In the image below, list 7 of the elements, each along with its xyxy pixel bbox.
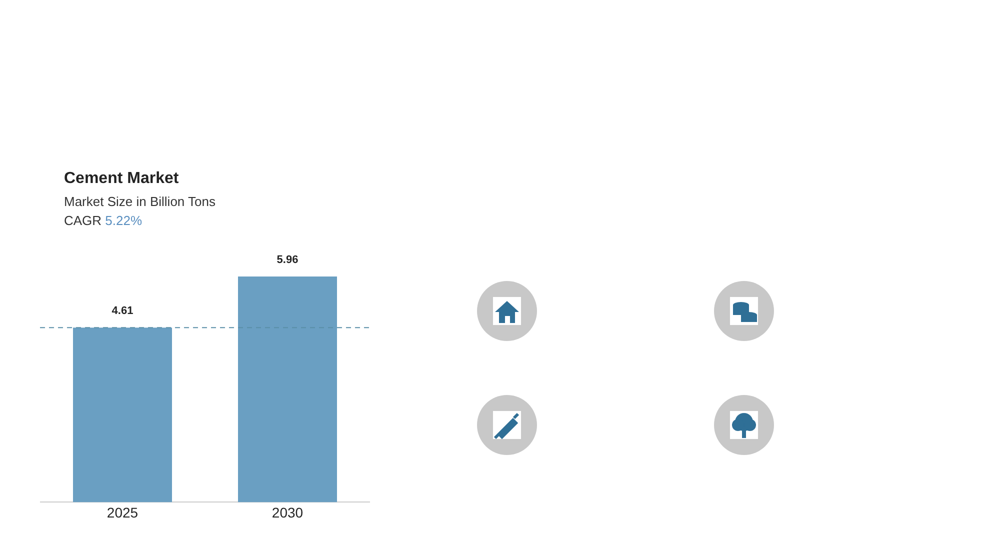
data-label: 4.61 (112, 305, 134, 318)
data-label: 5.96 (276, 254, 298, 266)
chart-title: Cement Market (64, 170, 179, 188)
x-tick-label: 2025 (106, 504, 138, 520)
text: CAGR 5.22% (64, 213, 142, 228)
chart-subtitle: Market Size in Billion Tons (64, 194, 216, 209)
x-tick-label: 2030 (272, 504, 304, 520)
